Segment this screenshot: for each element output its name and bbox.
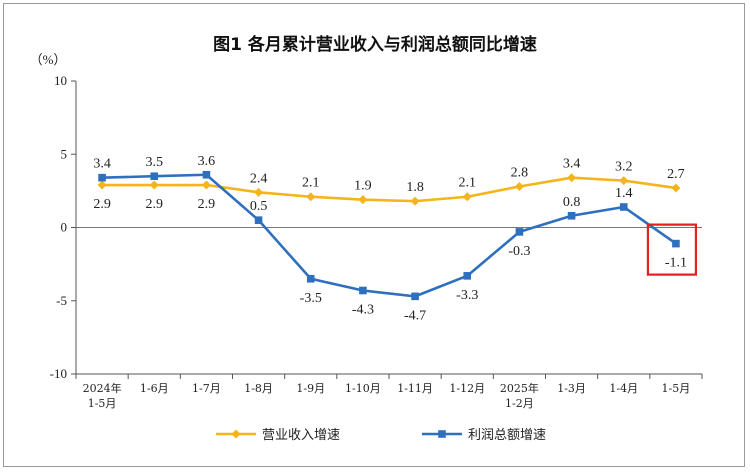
revenue-growth-point (306, 192, 316, 202)
revenue-data-label: 2.9 (198, 197, 216, 212)
legend-revenue-label: 营业收入增速 (262, 428, 340, 443)
profit-growth-point (515, 228, 524, 236)
revenue-data-label: 3.4 (563, 157, 581, 172)
revenue-data-label: 2.1 (459, 176, 477, 191)
data-labels: 2.9 2.9 2.9 2.4 2.1 1.9 1.8 2.1 2.8 3.4 3.2 2.7 3.4 3… (93, 154, 698, 323)
axes: 10 5 0 -5 -10 2024年 1-5月 1-6月 1-7月 1-8月 1-9月 1-10月 1… (50, 73, 703, 410)
revenue-growth-line (102, 176, 677, 203)
y-axis-unit: （%） (30, 52, 67, 67)
profit-data-label: -3.3 (456, 288, 478, 303)
revenue-growth-point (97, 180, 107, 190)
y-tick-label: -10 (50, 366, 67, 381)
profit-growth-point (619, 203, 628, 211)
revenue-growth-point (201, 180, 211, 190)
x-tick-label: 1-5月 (662, 382, 691, 395)
highlight-box (646, 223, 698, 276)
revenue-growth-point (410, 196, 420, 206)
profit-data-label: -4.3 (352, 302, 374, 317)
legend-profit-swatch-marker (438, 430, 446, 438)
profit-data-label: -3.5 (300, 291, 322, 306)
y-tick-label: -5 (56, 293, 67, 308)
revenue-growth-point (149, 180, 159, 190)
profit-data-label: 1.4 (615, 186, 633, 201)
chart-title: 图1 各月累计营业收入与利润总额同比增速 (213, 34, 537, 55)
revenue-growth-point (254, 187, 264, 197)
x-tick-label: 1-3月 (557, 382, 586, 395)
profit-growth-point (411, 292, 419, 301)
profit-data-label: 3.4 (93, 157, 111, 172)
x-tick-label: 1-4月 (609, 382, 638, 395)
revenue-data-label: 2.8 (511, 165, 529, 180)
series-layer (97, 170, 681, 301)
profit-growth-point (359, 286, 367, 295)
revenue-growth-point (462, 192, 472, 202)
revenue-data-label: 1.9 (354, 179, 372, 194)
x-tick-label: 1-10月 (345, 382, 381, 395)
profit-data-label: -0.3 (508, 244, 530, 259)
x-tick-label: 1-12月 (449, 382, 485, 395)
revenue-growth-point (671, 183, 681, 193)
revenue-data-label: 2.1 (302, 176, 320, 191)
profit-data-label: 0.8 (563, 195, 581, 210)
profit-growth-point (672, 239, 680, 248)
revenue-growth-point (358, 195, 368, 205)
line-chart: 图1 各月累计营业收入与利润总额同比增速 （%） 1050-5-102024年1… (30, 34, 703, 443)
y-tick-label: 10 (54, 73, 67, 88)
revenue-data-label: 1.8 (406, 180, 424, 195)
chart-frame: 图1 各月累计营业收入与利润总额同比增速 （%） 10 5 0 -5 -10 2024年 1… (3, 3, 745, 467)
legend-profit-label: 利润总额增速 (468, 428, 546, 443)
x-tick-label: 1-8月 (244, 382, 273, 395)
x-tick-label: 2024年 (83, 381, 122, 395)
profit-growth-point (202, 170, 211, 179)
x-tick-label: 1-9月 (296, 382, 325, 395)
x-tick-label: 1-6月 (140, 382, 169, 395)
legend: 营业收入增速 利润总额增速 (216, 428, 546, 443)
revenue-data-label: 3.2 (615, 160, 633, 175)
revenue-growth-point (619, 176, 629, 186)
x-tick-label: 2025年 (500, 381, 539, 395)
profit-growth-line (102, 173, 677, 298)
revenue-growth-point (514, 181, 524, 191)
x-tick-label: 1-5月 (88, 397, 117, 410)
profit-growth-point (98, 173, 106, 182)
x-tick-label: 1-7月 (192, 382, 221, 395)
profit-data-label: 3.5 (146, 155, 164, 170)
revenue-growth-point (567, 173, 577, 183)
profit-growth-point (567, 211, 576, 220)
profit-data-label: -4.7 (404, 308, 426, 323)
profit-data-label: 0.5 (250, 199, 268, 214)
profit-data-label: -1.1 (665, 256, 687, 271)
legend-revenue-swatch-marker (231, 429, 241, 439)
profit-growth-point (150, 172, 159, 181)
y-tick-label: 5 (61, 146, 68, 161)
profit-growth-point (254, 216, 263, 224)
revenue-data-label: 2.4 (250, 171, 268, 186)
y-tick-label: 0 (61, 220, 68, 235)
revenue-data-label: 2.7 (667, 167, 685, 182)
revenue-data-label: 2.9 (93, 197, 111, 212)
profit-growth-point (306, 274, 315, 283)
profit-growth-point (463, 272, 472, 280)
x-tick-label: 1-2月 (505, 397, 534, 410)
x-tick-label: 1-11月 (397, 382, 433, 395)
profit-data-label: 3.6 (198, 154, 216, 169)
revenue-data-label: 2.9 (146, 197, 164, 212)
